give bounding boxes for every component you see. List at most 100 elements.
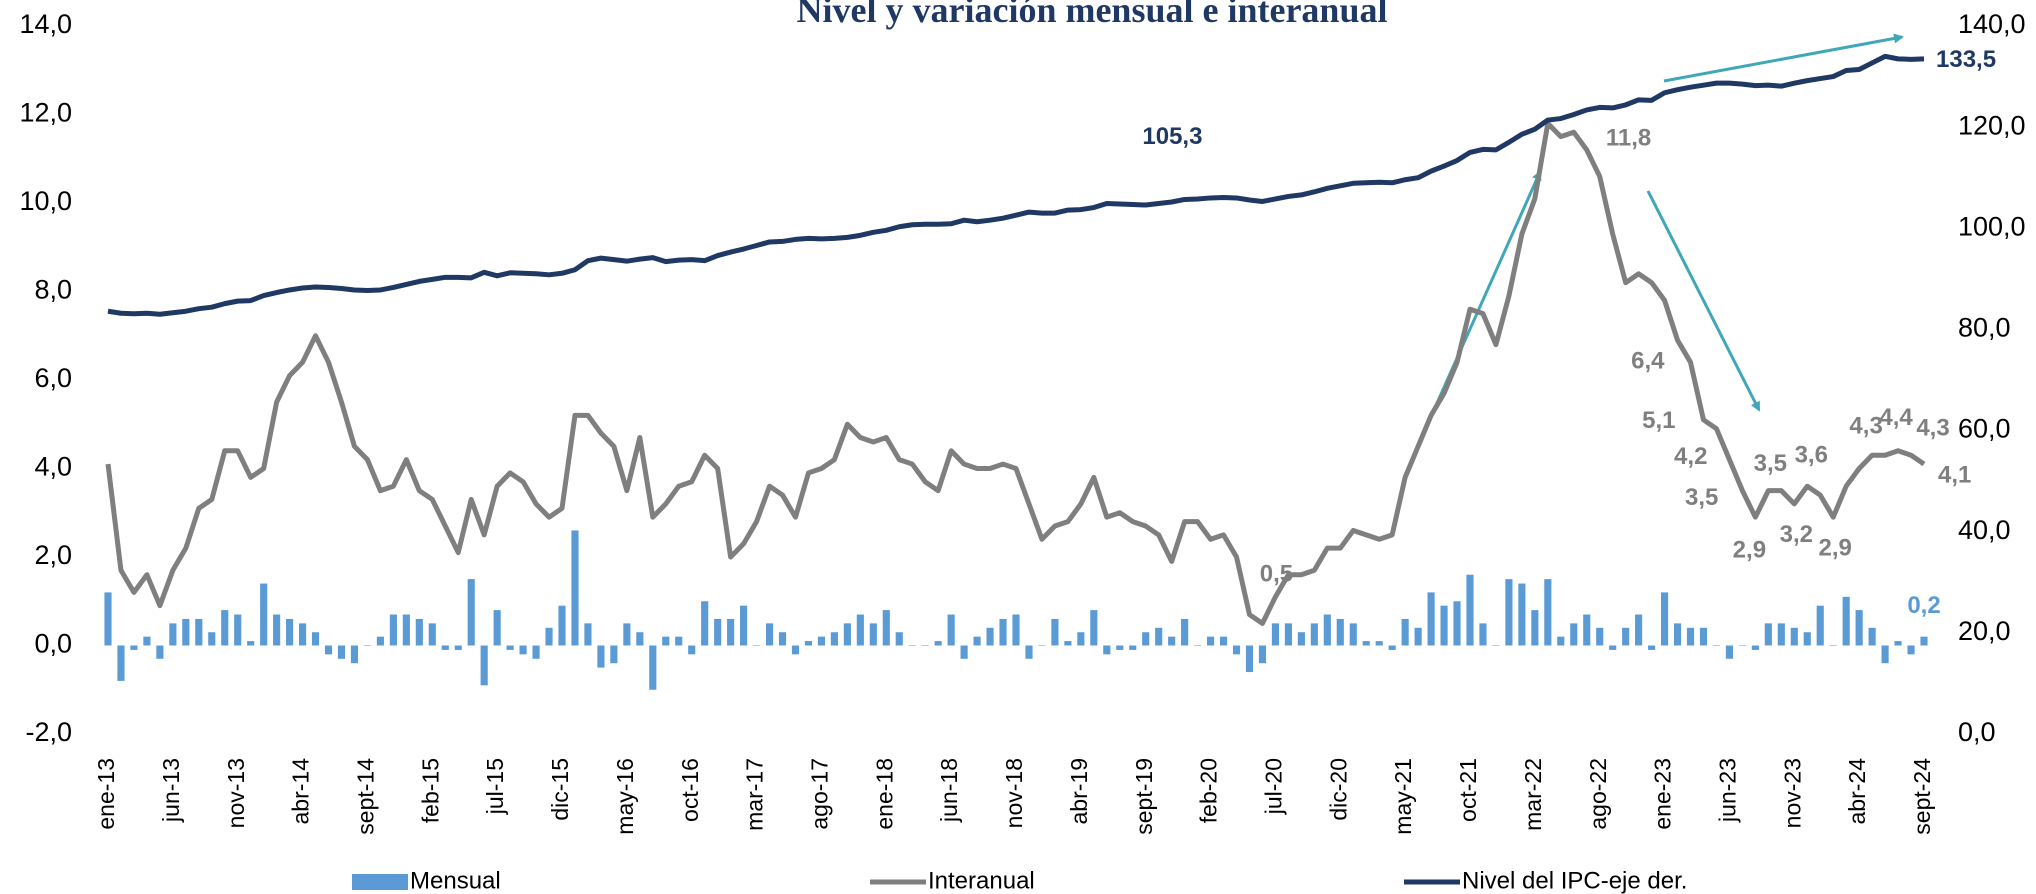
bar [169,623,177,646]
bar [675,636,683,646]
bar [1855,610,1863,646]
bar [1751,645,1759,650]
bar [1570,623,1578,646]
data-label: 3,5 [1754,450,1787,477]
bar [350,645,359,664]
bar [1012,614,1020,646]
bar [143,636,151,646]
bar [1155,627,1163,646]
x-tick-label: jul-20 [1261,758,1287,815]
bar [1868,627,1876,646]
bar [441,645,449,650]
x-tick-label: may-21 [1390,758,1416,835]
bar [195,618,203,646]
x-tick-label: ago-17 [807,758,833,830]
bar [234,614,242,646]
bar [1258,645,1267,664]
y-tick-label: -2,0 [25,717,72,747]
bar [1492,645,1500,646]
data-label: 4,4 [1879,404,1913,431]
y-tick-label: 2,0 [34,540,72,570]
bar [1388,645,1396,650]
y-tick-label: 4,0 [34,452,72,482]
x-tick-label: sept-14 [353,758,379,835]
bar [1777,623,1785,646]
bar [1064,641,1072,646]
data-label: 4,2 [1674,443,1707,470]
bar [208,632,216,646]
bar [701,601,709,646]
data-label: 0,5 [1260,561,1293,588]
x-tick-label: oct-21 [1455,758,1481,822]
bar [337,645,346,659]
data-label: 0,2 [1907,592,1940,619]
bar [1310,623,1318,646]
bar [1090,610,1098,646]
bar [1207,636,1215,646]
data-label: 133,5 [1936,46,1996,73]
x-tick-label: ago-22 [1585,758,1611,830]
y2-tick-label: 0,0 [1958,717,1996,747]
bar [1505,579,1513,646]
bar [895,632,903,646]
bar [1557,636,1565,646]
bar [856,614,864,646]
bar [1686,627,1695,646]
data-label: 3,6 [1795,442,1828,469]
x-tick-label: abr-24 [1844,758,1870,825]
line [105,120,1926,626]
y-tick-label: 0,0 [34,629,72,659]
bar [1479,623,1487,646]
bar [1622,627,1630,646]
bar [1816,605,1824,646]
x-tick-label: feb-15 [417,758,443,823]
bar [1077,632,1085,646]
bar [1181,618,1189,646]
x-tick-label: mar-17 [742,758,768,831]
y-tick-label: 12,0 [19,98,72,128]
x-tick-label: ene-23 [1650,758,1676,830]
bar [1336,618,1344,646]
bar [1129,645,1137,650]
bar [1219,636,1228,646]
bar [104,592,112,646]
bar [1375,641,1383,646]
y-tick-label: 14,0 [19,9,72,39]
bar [182,618,190,646]
legend-swatch [352,874,408,890]
bar [1116,645,1124,650]
x-tick-label: abr-14 [288,758,314,825]
bar [1362,641,1370,646]
bar [467,579,475,646]
bar [688,645,696,655]
bar [1609,645,1617,650]
bar [130,645,138,650]
bar [765,623,774,646]
bar [1194,645,1202,646]
bar [727,618,735,646]
bar [791,645,800,655]
y2-tick-label: 100,0 [1958,211,2026,241]
bar [986,627,994,646]
bar [610,645,618,664]
y-tick-label: 6,0 [34,363,72,393]
bar [1725,645,1733,659]
data-label: 3,2 [1780,521,1813,548]
bar [1284,623,1292,646]
y2-tick-label: 40,0 [1958,515,2011,545]
bar [636,632,644,646]
bar [1803,632,1811,646]
bar [1661,592,1669,646]
data-label: 4,3 [1916,415,1949,442]
bar [519,645,527,655]
bar [1907,645,1915,655]
bar [1440,605,1448,646]
bar [402,614,410,646]
bar [584,623,592,646]
bar [1673,623,1682,646]
bar [1596,627,1604,646]
bar [623,623,631,646]
bar [1038,645,1046,646]
bar [1531,610,1539,646]
